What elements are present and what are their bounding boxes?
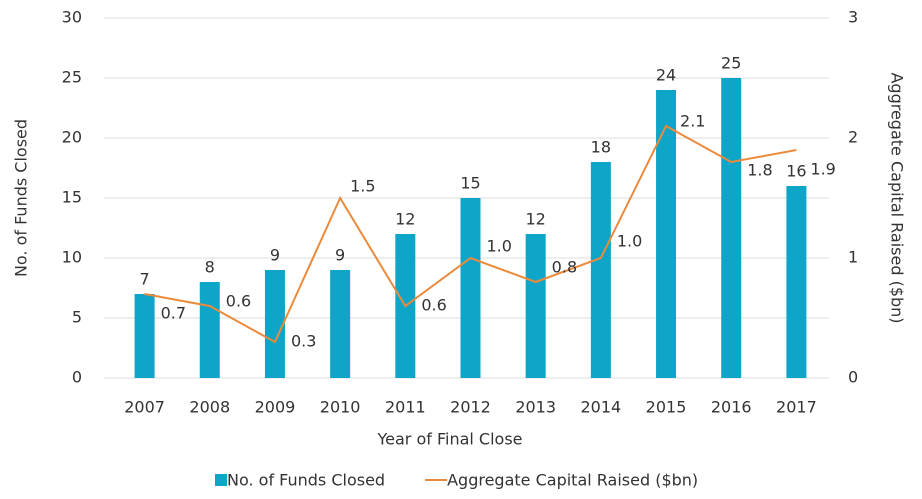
y-tick-label: 30 [62,8,82,27]
line-value-label: 2.1 [680,112,705,131]
x-tick-label: 2010 [320,398,361,417]
line-value-label: 0.3 [291,332,316,351]
bar [656,90,677,378]
x-tick-label: 2011 [385,398,426,417]
y2-tick-label: 0 [848,368,858,387]
bar-value-label: 7 [139,270,149,289]
line-value-label: 1.5 [350,177,375,196]
x-tick-label: 2009 [255,398,296,417]
x-tick-label: 2015 [646,398,687,417]
x-tick-label: 2007 [124,398,165,417]
bar [134,294,155,378]
y2-axis-title: Aggregate Capital Raised ($bn) [888,72,907,323]
y2-tick-label: 3 [848,8,858,27]
line [144,124,797,344]
x-tick-label: 2012 [450,398,491,417]
legend-swatch [215,474,227,486]
line-value-label: 0.6 [421,296,446,315]
y2-tick-label: 2 [848,128,858,147]
line-value-label: 1.0 [487,237,512,256]
bar [264,270,285,378]
bar [525,234,546,378]
bar-value-label: 25 [721,54,741,73]
bar-value-label: 12 [526,210,546,229]
x-tick-label: 2008 [189,398,230,417]
legend-label: No. of Funds Closed [227,471,385,490]
x-tick-label: 2017 [776,398,817,417]
line-value-label: 0.7 [161,304,186,323]
bar-value-label: 15 [460,174,480,193]
x-tick-label: 2014 [581,398,622,417]
bar [460,198,481,378]
y2-tick-label: 1 [848,248,858,267]
x-axis-title: Year of Final Close [376,430,522,449]
x-tick-label: 2013 [515,398,556,417]
bar-value-label: 24 [656,66,676,85]
y-axis-title: No. of Funds Closed [12,119,31,277]
y-tick-label: 5 [72,308,82,327]
bar-value-label: 12 [395,210,415,229]
line-value-label: 1.0 [617,232,642,251]
y-tick-label: 25 [62,68,82,87]
bar-value-label: 9 [270,246,280,265]
line-value-label: 0.6 [226,292,251,311]
y-tick-label: 20 [62,128,82,147]
bar [330,270,351,378]
bar-value-label: 16 [786,162,806,181]
line-value-label: 1.9 [810,160,835,179]
bar-value-label: 8 [205,258,215,277]
bar-value-label: 9 [335,246,345,265]
legend-label: Aggregate Capital Raised ($bn) [447,471,698,490]
x-tick-label: 2016 [711,398,752,417]
y-tick-label: 15 [62,188,82,207]
bar [590,162,611,378]
bar [199,282,220,378]
y-tick-label: 0 [72,368,82,387]
bar-value-label: 18 [591,138,611,157]
line-value-label: 1.8 [747,161,772,180]
bar [721,78,742,378]
y-tick-label: 10 [62,248,82,267]
line-value-label: 0.8 [552,258,577,277]
bar [786,186,807,378]
